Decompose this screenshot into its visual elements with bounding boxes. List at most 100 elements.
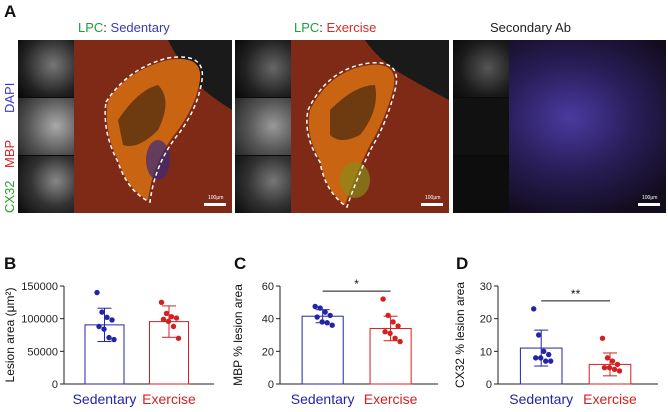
data-point bbox=[175, 335, 182, 341]
y-tick-label: 0 bbox=[268, 379, 274, 391]
y-tick-label: 0 bbox=[486, 379, 492, 391]
data-point bbox=[111, 336, 117, 343]
panel-a-label: A bbox=[4, 2, 17, 21]
data-point bbox=[163, 310, 170, 317]
data-point bbox=[543, 358, 549, 364]
chart-mbp-lesion-area: 0 20 40 60 MBP % lesion area Sedentary Exercis… bbox=[231, 277, 438, 407]
y-tick-label: 10 bbox=[480, 346, 492, 358]
thumbnail-cx32 bbox=[18, 156, 74, 213]
data-point bbox=[536, 332, 542, 338]
scale-bar bbox=[204, 203, 226, 206]
thumbnail-mbp bbox=[453, 98, 509, 155]
category-label-exercise: Exercise bbox=[583, 391, 637, 407]
y-tick-label: 20 bbox=[262, 346, 274, 358]
data-point bbox=[599, 335, 606, 341]
bar-sedentary bbox=[301, 315, 344, 385]
grayscale-thumbnails bbox=[18, 40, 74, 213]
data-point bbox=[165, 318, 172, 324]
data-point bbox=[322, 309, 328, 315]
panel-a-title-secondary: Secondary Ab bbox=[490, 20, 571, 35]
y-axis-label: MBP % lesion area bbox=[231, 284, 245, 386]
data-point bbox=[329, 322, 335, 328]
y-tick-label: 150000 bbox=[21, 281, 58, 293]
data-point bbox=[319, 319, 325, 325]
data-point bbox=[173, 315, 180, 321]
data-point bbox=[531, 306, 537, 312]
y-axis-label: Lesion area (μm²) bbox=[3, 288, 17, 383]
data-point bbox=[160, 316, 167, 323]
micrograph-exercise: 100μm bbox=[235, 40, 449, 213]
data-point bbox=[392, 335, 398, 341]
micrograph-secondary: 100μm bbox=[453, 40, 666, 213]
panel-d-label: D bbox=[456, 254, 469, 273]
chart-lesion-area: 0 50000 100000 150000 Lesion area (μm²) Seden… bbox=[3, 281, 214, 407]
data-point bbox=[541, 348, 547, 355]
data-point bbox=[546, 351, 552, 358]
thumbnail-cx32 bbox=[453, 156, 509, 213]
thumbnail-dapi bbox=[235, 40, 291, 97]
scale-bar-label: 100μm bbox=[425, 195, 441, 201]
data-point bbox=[327, 312, 333, 319]
y-tick-label: 60 bbox=[262, 281, 274, 293]
thumbnail-mbp bbox=[18, 98, 74, 155]
category-label-sedentary: Sedentary bbox=[73, 391, 137, 407]
category-label-exercise: Exercise bbox=[142, 391, 196, 407]
data-point bbox=[538, 355, 544, 361]
y-axis-label: CX32 % lesion area bbox=[453, 282, 467, 388]
data-point bbox=[616, 368, 623, 374]
y-tick-label: 40 bbox=[262, 314, 274, 326]
y-tick-label: 0 bbox=[52, 379, 58, 391]
data-point bbox=[317, 305, 323, 311]
data-point bbox=[390, 319, 396, 325]
category-label-sedentary: Sedentary bbox=[291, 391, 355, 407]
grayscale-thumbnails bbox=[235, 40, 291, 213]
micrograph-sedentary: 100μm bbox=[18, 40, 232, 213]
significance-marker: ** bbox=[571, 287, 581, 301]
data-point bbox=[604, 355, 611, 361]
data-point bbox=[533, 355, 539, 361]
data-point bbox=[601, 364, 608, 371]
scale-bar bbox=[421, 203, 443, 206]
y-tick-label: 20 bbox=[480, 314, 492, 326]
exercise-label: Exercise bbox=[326, 20, 377, 35]
data-point bbox=[387, 330, 393, 337]
data-point bbox=[168, 314, 175, 320]
data-point bbox=[614, 361, 621, 368]
data-point bbox=[609, 358, 616, 364]
lpc-label: LPC bbox=[294, 20, 320, 35]
data-point bbox=[395, 323, 401, 329]
thumbnail-mbp bbox=[235, 98, 291, 155]
category-label-exercise: Exercise bbox=[364, 391, 418, 407]
scale-bar-label: 100μm bbox=[208, 195, 224, 201]
sedentary-label: Sedentary bbox=[110, 20, 170, 35]
thumbnail-cx32 bbox=[235, 156, 291, 213]
data-point bbox=[94, 289, 100, 296]
data-point bbox=[99, 309, 105, 315]
thumbnail-dapi bbox=[453, 40, 509, 97]
data-point bbox=[606, 364, 613, 371]
scale-bar-label: 100μm bbox=[642, 195, 658, 201]
y-tick-label: 50000 bbox=[27, 346, 58, 358]
data-point bbox=[380, 296, 386, 302]
data-point bbox=[385, 312, 391, 319]
data-point bbox=[314, 314, 320, 320]
data-point bbox=[170, 323, 177, 330]
chart-cx32-lesion-area: 0 10 20 30 CX32 % lesion area Sedentary Exerci… bbox=[453, 281, 658, 407]
data-point bbox=[312, 303, 318, 310]
data-point bbox=[104, 314, 110, 321]
scale-bar bbox=[638, 203, 660, 206]
data-point bbox=[324, 320, 330, 326]
y-tick-label: 30 bbox=[480, 281, 492, 293]
lpc-label: LPC bbox=[78, 20, 104, 35]
panel-b-label: B bbox=[4, 254, 17, 273]
data-point bbox=[109, 317, 115, 323]
data-point bbox=[397, 338, 403, 345]
data-point bbox=[611, 366, 618, 372]
panel-a-title-sedentary: LPC: Sedentary bbox=[78, 20, 170, 35]
panel-a-title-exercise: LPC: Exercise bbox=[294, 20, 377, 35]
significance-marker: * bbox=[354, 277, 359, 291]
y-tick-label: 100000 bbox=[21, 314, 58, 326]
data-point bbox=[548, 358, 554, 364]
data-point bbox=[158, 299, 165, 306]
data-point bbox=[101, 326, 107, 332]
